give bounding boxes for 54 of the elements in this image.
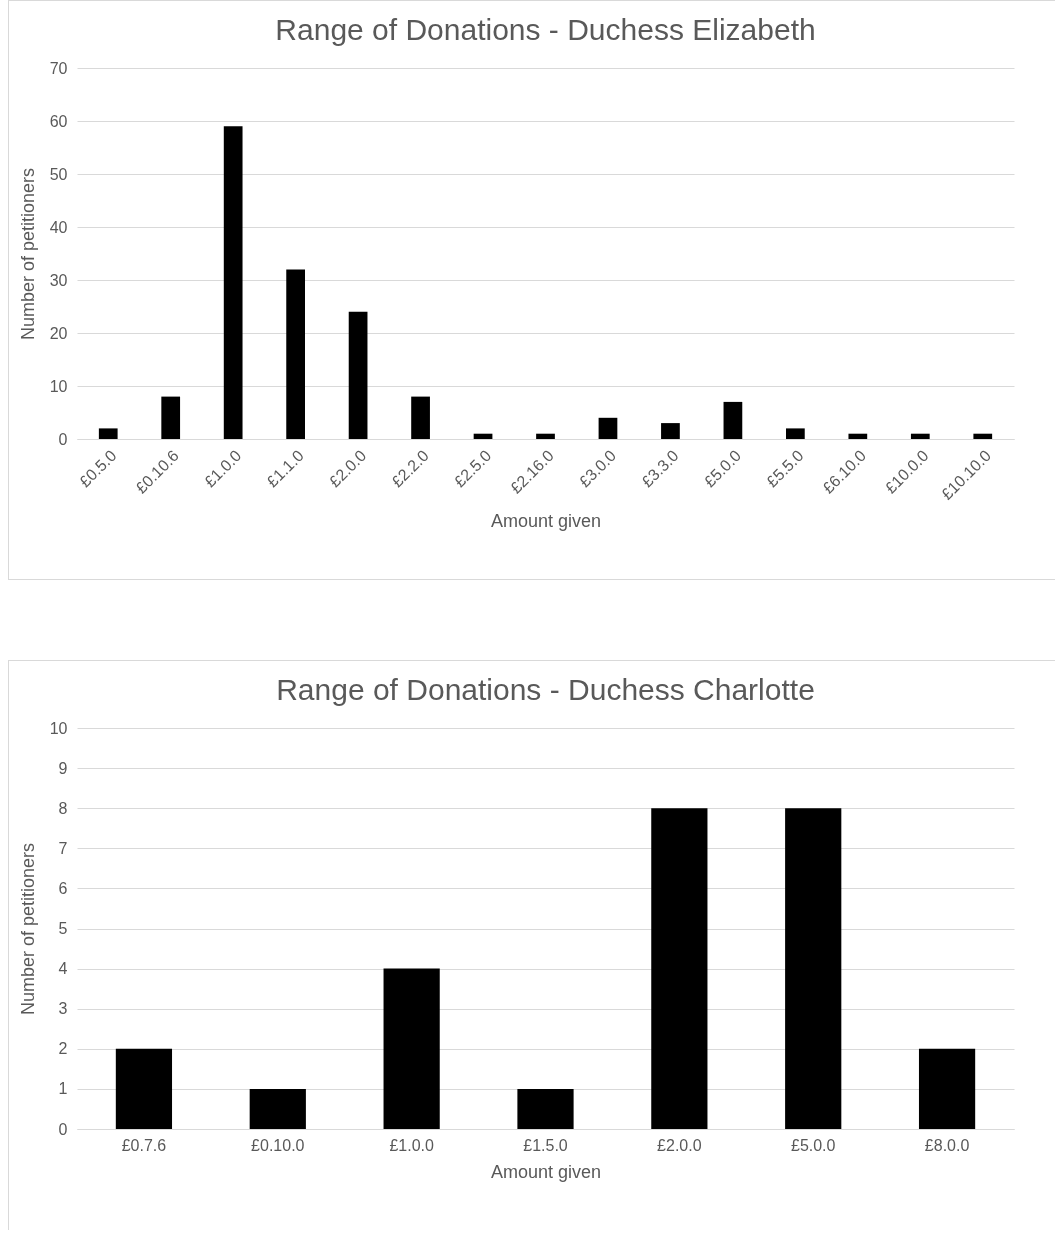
y-axis-title: Number of petitioners	[17, 167, 38, 341]
x-tick-label: £1.5.0	[523, 1136, 568, 1154]
y-tick-label: 0	[58, 1120, 68, 1138]
bar	[536, 433, 555, 439]
x-tick-label: £1.0.0	[389, 1136, 434, 1154]
x-tick-label: £2.0.0	[657, 1136, 702, 1154]
x-tick-label: £8.0.0	[924, 1136, 970, 1154]
y-tick-label: 20	[49, 324, 68, 342]
bar	[223, 126, 243, 439]
bar	[973, 433, 993, 439]
bar	[910, 433, 930, 439]
y-tick-label: 5	[58, 920, 68, 937]
bar	[786, 428, 805, 439]
y-tick-label: 50	[49, 165, 68, 183]
chart-title: Range of Donations - Duchess Charlotte	[276, 673, 815, 706]
bar	[473, 433, 493, 439]
x-tick-label: £0.10.0	[251, 1136, 305, 1154]
x-tick-label: £5.0.0	[790, 1136, 836, 1154]
x-tick-label: £0.7.6	[121, 1136, 167, 1154]
y-axis-title: Number of petitioners	[17, 842, 38, 1016]
y-tick-label: 70	[49, 59, 68, 77]
y-tick-label: 30	[49, 271, 68, 289]
bar	[785, 808, 842, 1129]
bar	[348, 311, 368, 439]
x-axis-title: Amount given	[490, 1161, 602, 1182]
bar	[286, 269, 305, 439]
bar	[723, 401, 743, 439]
bar	[918, 1048, 976, 1129]
y-tick-label: 9	[58, 759, 68, 777]
bar	[598, 417, 618, 439]
bar	[848, 433, 868, 439]
y-tick-label: 10	[49, 377, 68, 395]
bar	[115, 1048, 173, 1129]
y-tick-label: 6	[58, 879, 68, 897]
bar	[249, 1088, 306, 1129]
y-tick-label: 0	[58, 430, 68, 448]
chart-title: Range of Donations - Duchess Elizabeth	[275, 13, 816, 46]
bar	[98, 428, 118, 439]
bar	[651, 808, 708, 1129]
bar	[661, 423, 680, 439]
y-tick-label: 10	[49, 719, 68, 737]
y-tick-label: 3	[58, 1000, 68, 1018]
y-tick-label: 8	[58, 799, 68, 817]
x-axis-title: Amount given	[490, 510, 602, 531]
bar	[383, 968, 440, 1129]
bar	[411, 396, 430, 439]
y-tick-label: 2	[58, 1040, 68, 1058]
y-tick-label: 60	[49, 112, 68, 130]
bar	[517, 1088, 574, 1129]
y-tick-label: 4	[58, 960, 68, 978]
y-tick-label: 7	[58, 839, 68, 857]
bar	[161, 396, 181, 439]
y-tick-label: 40	[49, 218, 68, 236]
y-tick-label: 1	[58, 1080, 68, 1098]
